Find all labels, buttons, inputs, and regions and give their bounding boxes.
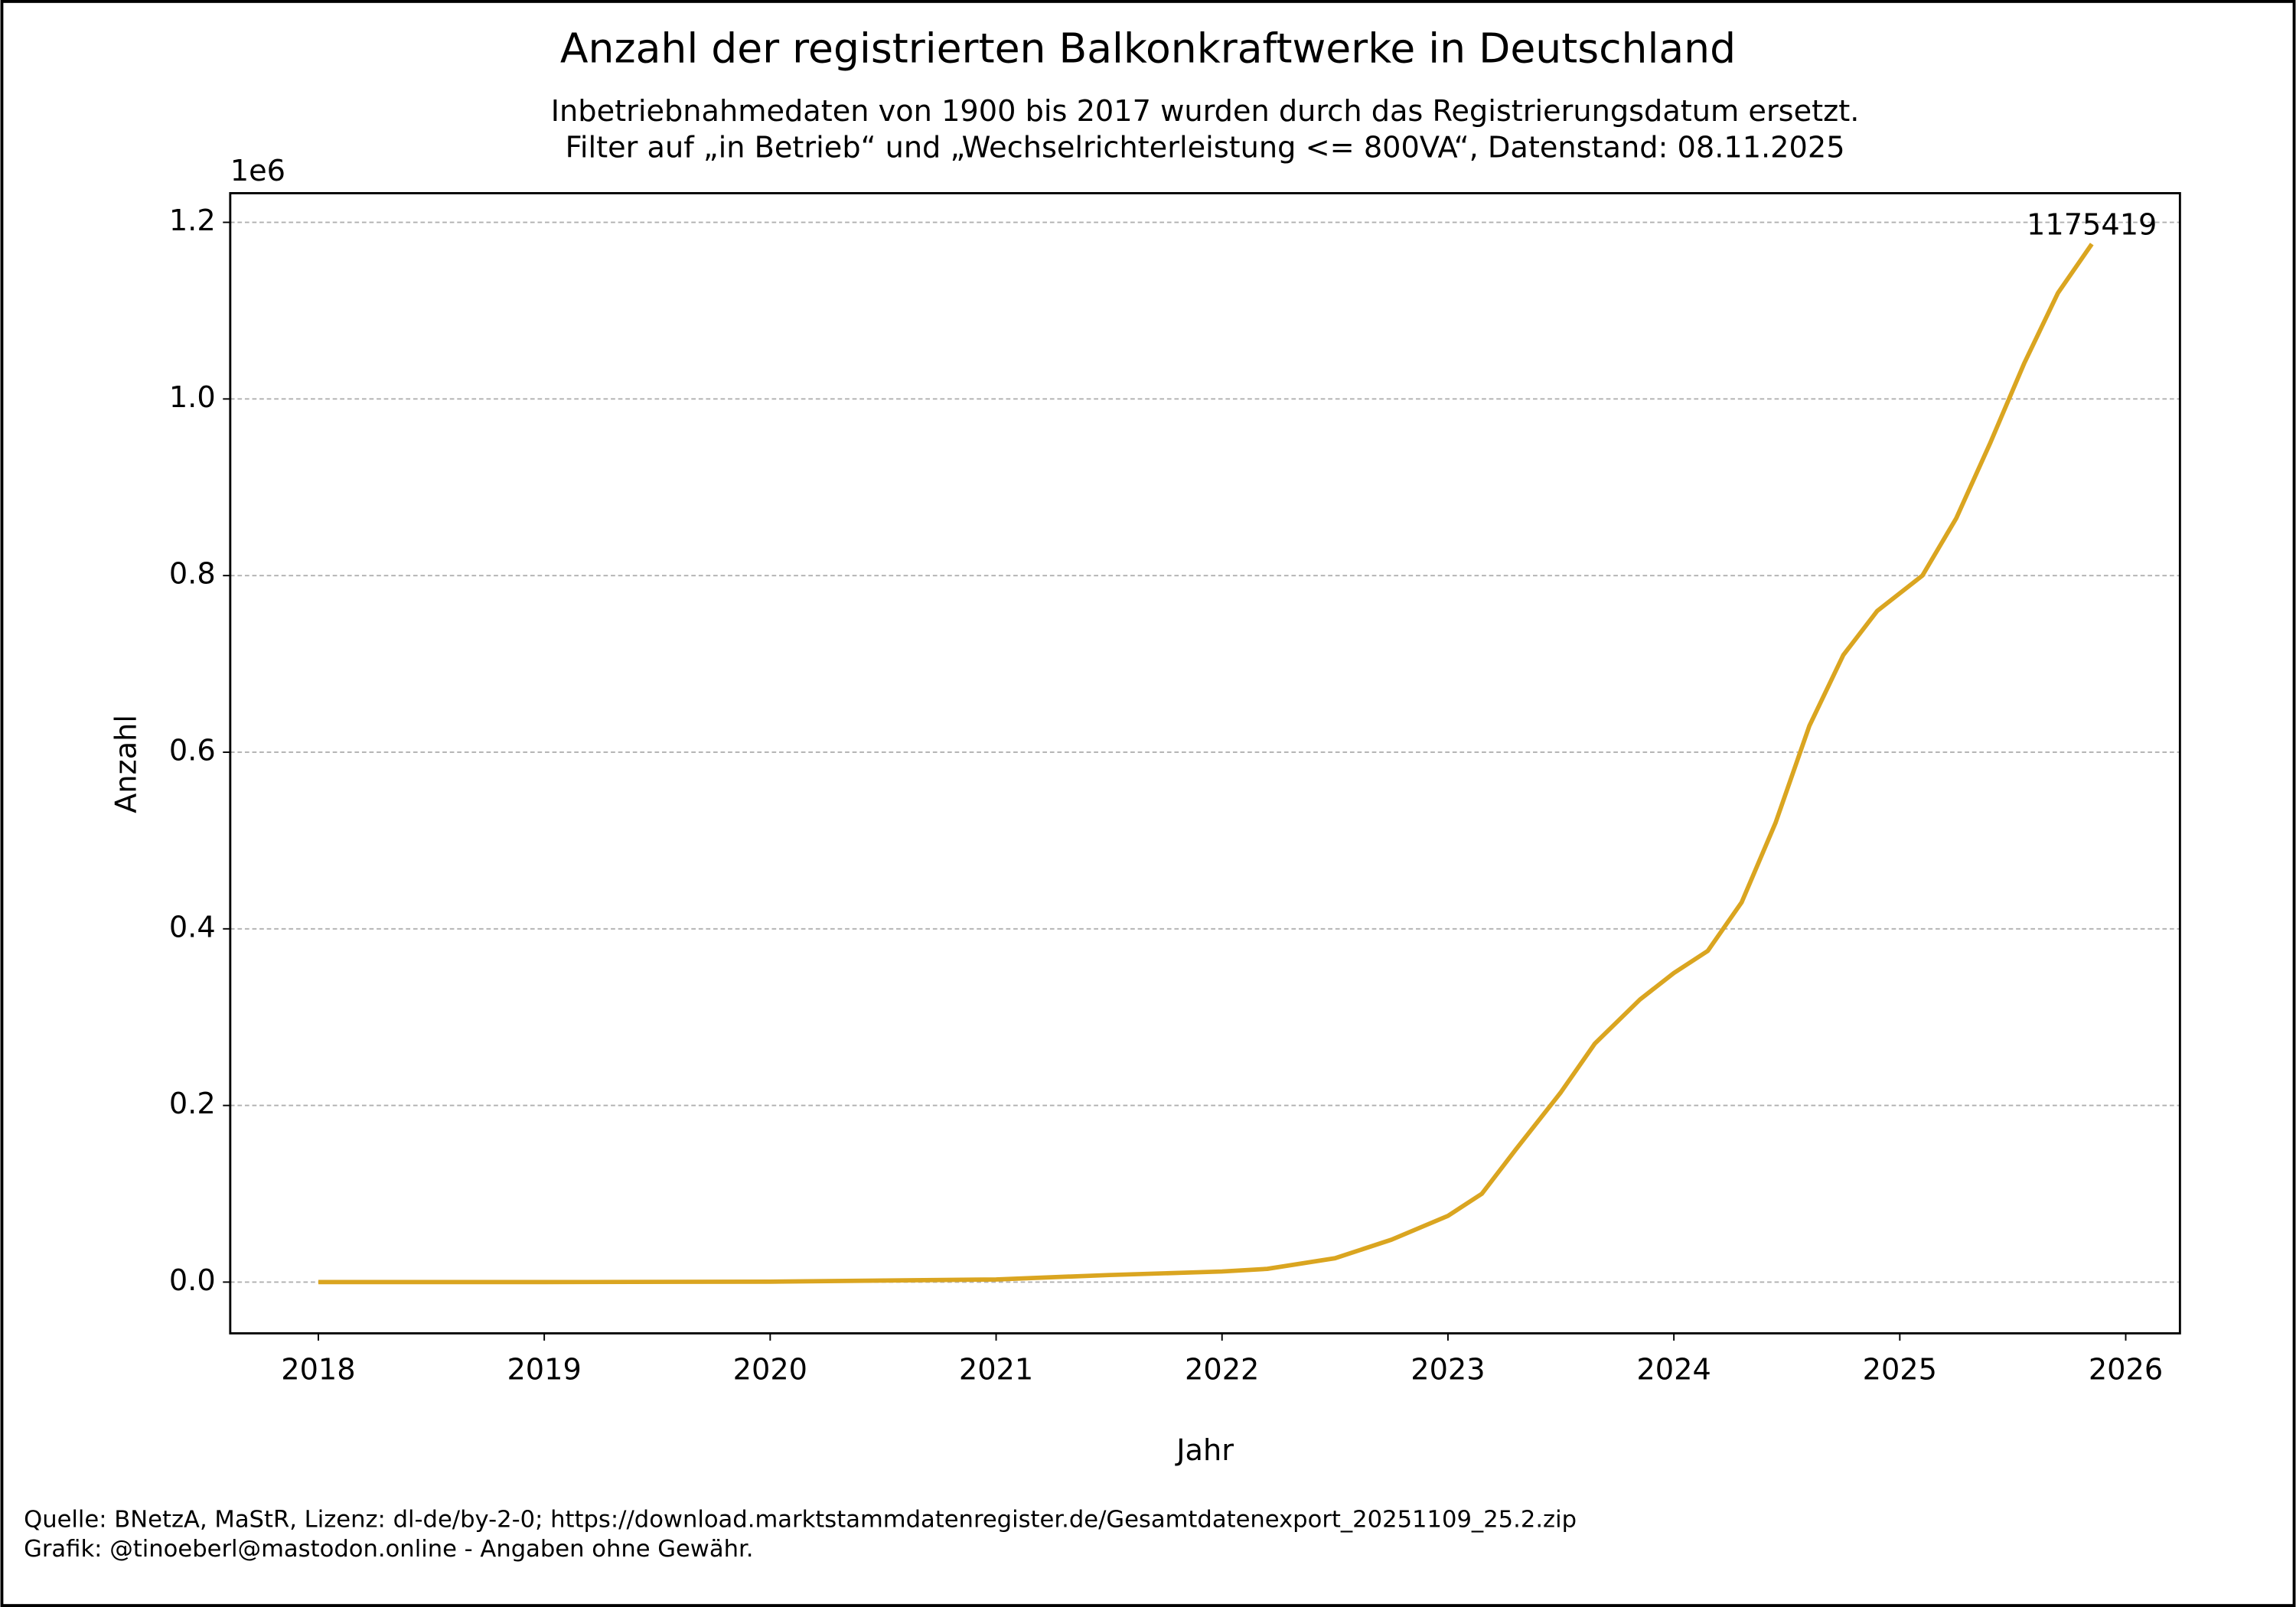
chart-subtitle: Filter auf „in Betrieb“ und „Wechselrich… <box>566 131 1845 165</box>
x-tick-label: 2022 <box>1185 1353 1259 1387</box>
y-axis-label: Anzahl <box>109 715 143 813</box>
y-tick-label: 1.2 <box>169 204 216 238</box>
y-tick-label: 0.6 <box>169 733 216 768</box>
y-tick-label: 1.0 <box>169 380 216 415</box>
value-annotation: 1175419 <box>2027 207 2157 242</box>
x-tick-label: 2024 <box>1636 1353 1711 1387</box>
chart-subtitle: Inbetriebnahmedaten von 1900 bis 2017 wu… <box>551 94 1860 129</box>
footer: Quelle: BNetzA, MaStR, Lizenz: dl-de/by-… <box>24 1507 1577 1534</box>
chart-title: Anzahl der registrierten Balkonkraftwerk… <box>560 24 1736 73</box>
y-tick-label: 0.0 <box>169 1263 216 1298</box>
y-offset-label: 1e6 <box>230 154 285 188</box>
x-tick-label: 2019 <box>507 1353 581 1387</box>
y-tick-label: 0.4 <box>169 910 216 944</box>
plot-frame <box>229 192 2181 1335</box>
x-tick-label: 2021 <box>959 1353 1033 1387</box>
x-axis-label: Jahr <box>1175 1433 1234 1468</box>
x-tick-label: 2026 <box>2089 1353 2163 1387</box>
y-tick-label: 0.8 <box>169 557 216 592</box>
x-tick-label: 2020 <box>733 1353 807 1387</box>
y-tick-label: 0.2 <box>169 1087 216 1121</box>
x-tick-label: 2018 <box>281 1353 355 1387</box>
data-line <box>318 243 2094 1285</box>
x-tick-label: 2023 <box>1411 1353 1485 1387</box>
footer: Grafik: @tinoeberl@mastodon.online - Ang… <box>24 1536 753 1563</box>
x-tick-label: 2025 <box>1863 1353 1937 1387</box>
